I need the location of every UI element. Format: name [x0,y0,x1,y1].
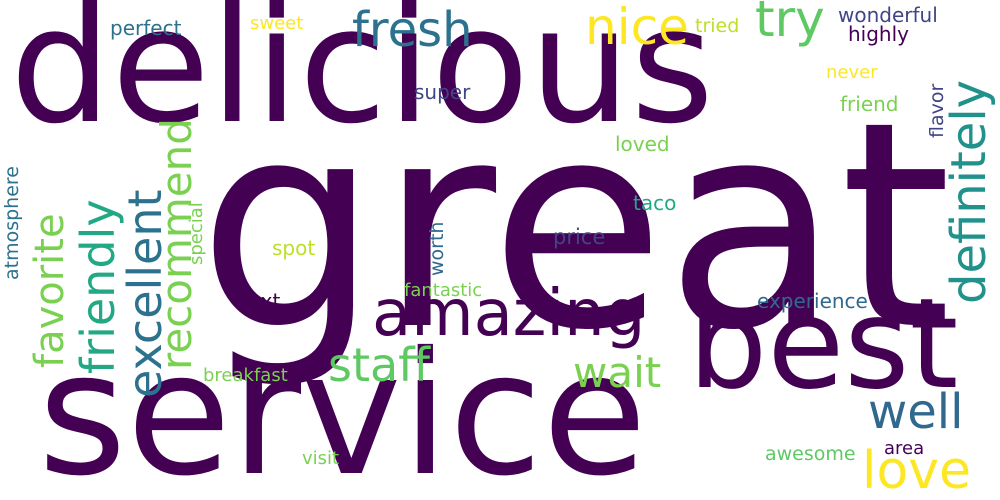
word-love: love [862,441,972,500]
word-area: area [884,438,925,459]
word-next: next [236,289,281,313]
word-tried: tried [695,15,740,37]
word-delicious: delicious [10,0,714,159]
word-breakfast: breakfast [203,365,288,386]
word-staff: staff [328,338,430,392]
word-favorite: favorite [27,213,73,368]
word-special: special [186,202,207,265]
word-service: service [38,316,647,500]
word-loved: loved [615,132,670,156]
word-taco: taco [633,191,677,215]
word-highly: highly [848,22,909,46]
word-never: never [826,62,878,83]
word-nice: nice [585,0,689,56]
word-perfect: perfect [110,16,182,40]
word-friend: friend [840,92,899,116]
word-try: try [755,0,825,48]
word-worth: worth [426,221,448,276]
word-sweet: sweet [250,13,304,34]
word-wait: wait [573,348,662,397]
word-awesome: awesome [765,443,856,465]
word-great: great [198,61,952,393]
word-best: best [688,272,959,417]
word-amazing: amazing [372,277,646,351]
word-well: well [868,384,964,440]
word-price: price [553,225,606,249]
word-fresh: fresh [352,2,473,58]
word-wonderful: wonderful [838,3,938,27]
word-visit: visit [302,448,340,469]
word-atmosphere: atmosphere [1,166,23,280]
word-flavor: flavor [926,83,948,138]
word-super: super [414,80,471,104]
word-friendly: friendly [71,199,125,374]
word-experience: experience [757,289,868,313]
word-spot: spot [272,236,316,260]
word-definitely: definitely [941,79,997,304]
word-fantastic: fantastic [404,280,483,301]
